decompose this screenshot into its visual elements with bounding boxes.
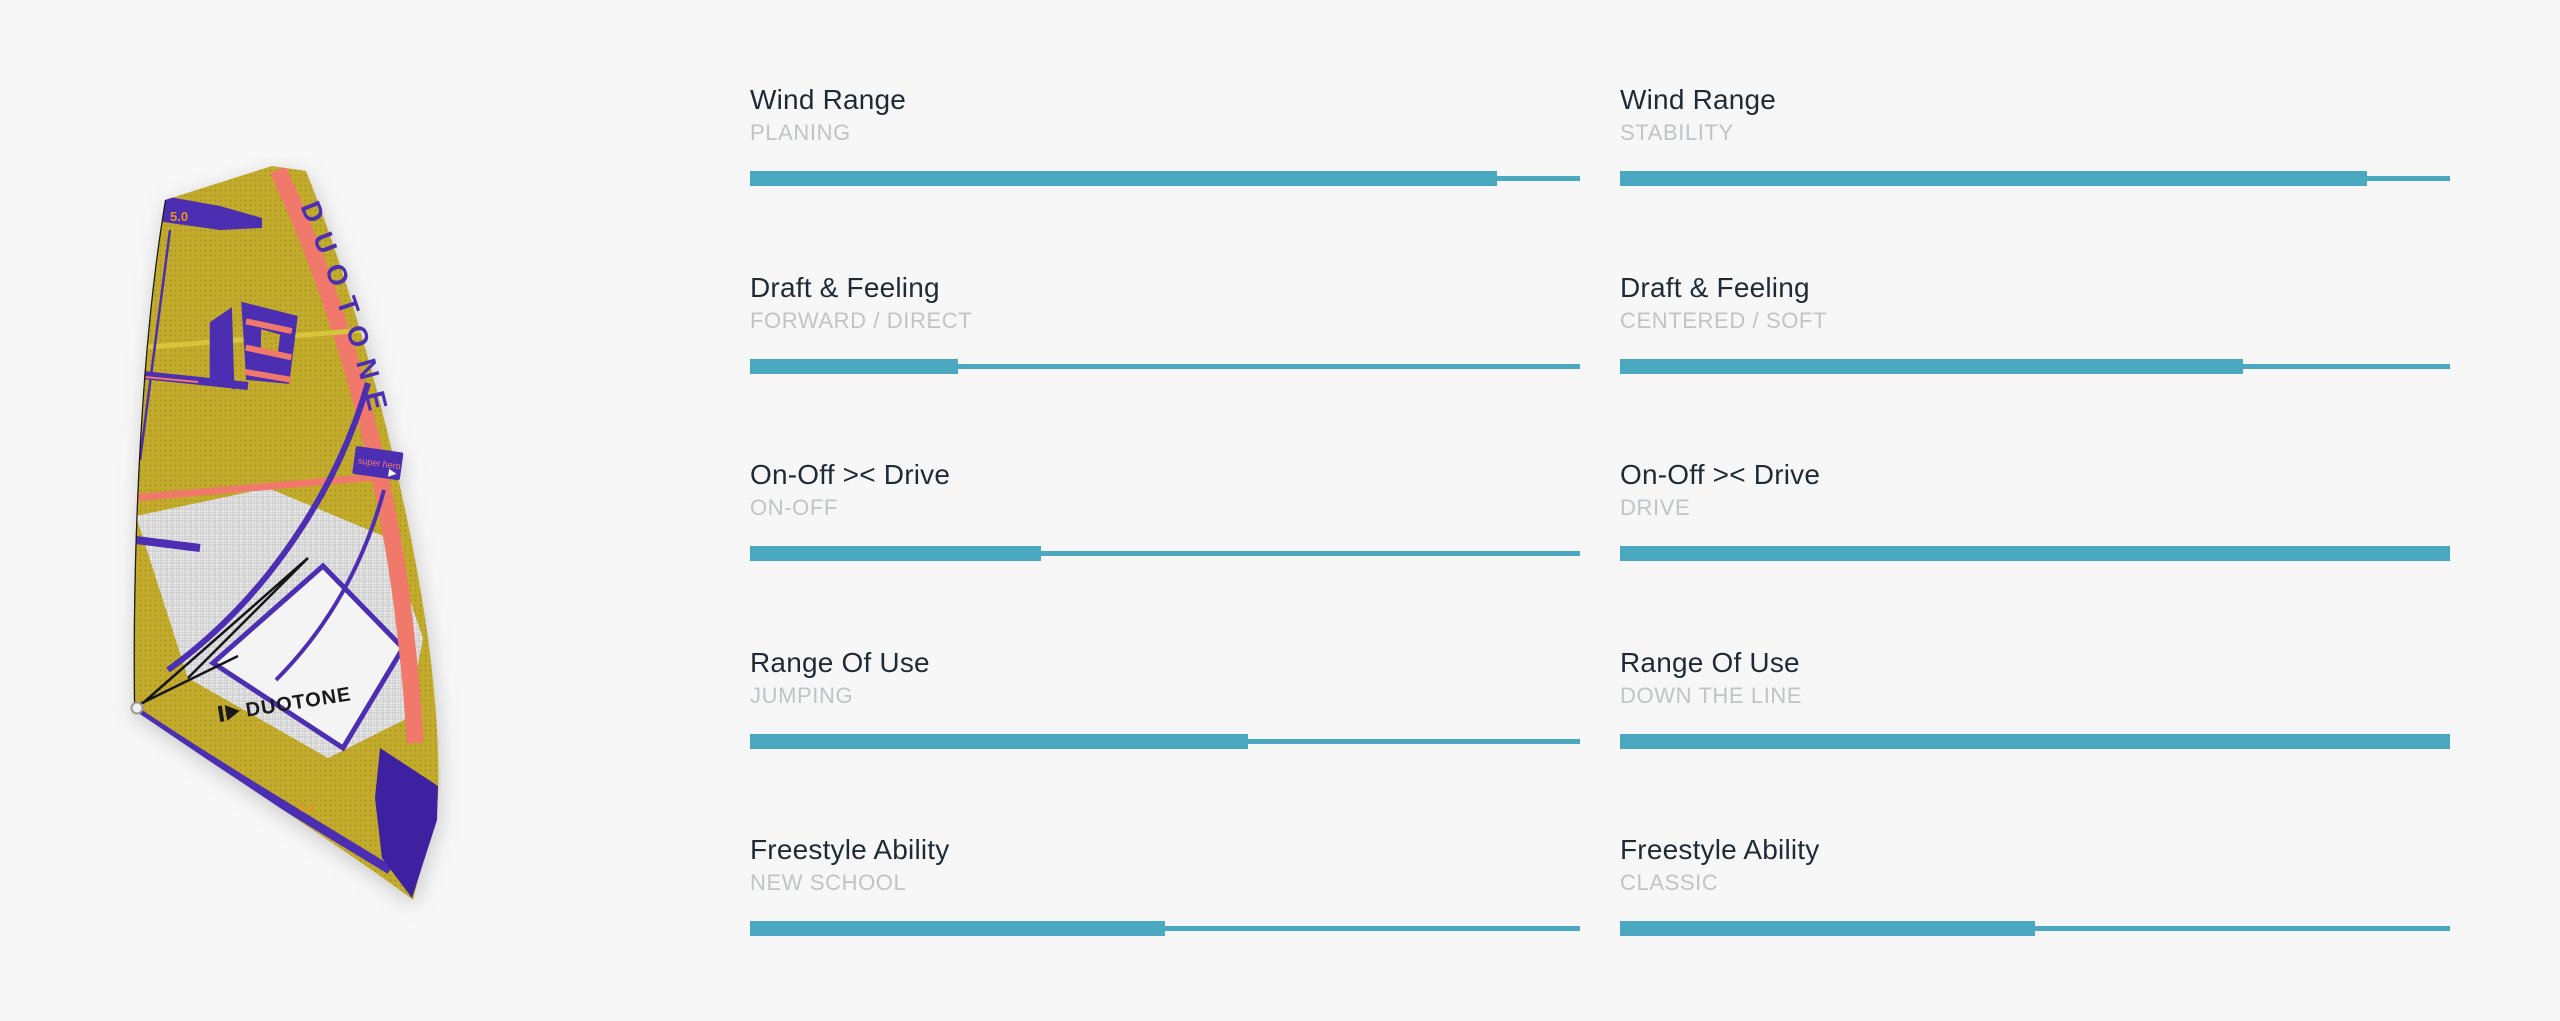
stat-bar <box>750 358 1580 374</box>
sail-foot-trim <box>133 706 393 874</box>
stat-bar <box>1620 171 2450 186</box>
duotone-logo-mark <box>209 301 298 390</box>
stat-subtitle: DOWN THE LINE <box>1620 682 1803 708</box>
stat-title: Draft & Feeling <box>750 271 940 303</box>
stat-row: On-Off >< Drive ON-OFF <box>750 458 1580 646</box>
stat-bar <box>750 171 1580 186</box>
sail-illustration: 5.0 DUOTONE super hero DUOTONE <box>130 166 439 900</box>
stat-bar-fill <box>1620 733 2450 749</box>
ratings-column-left: Wind Range PLANING Draft & Feeling FORWA… <box>750 83 1580 1021</box>
foot-size-label: 5.0 <box>297 801 314 815</box>
stat-bar <box>750 546 1580 561</box>
sail-seam <box>166 382 371 673</box>
stat-bar-track <box>750 363 1580 369</box>
stat-subtitle: ON-OFF <box>750 495 838 520</box>
stat-bar-track <box>750 926 1580 931</box>
stat-subtitle: FORWARD / DIRECT <box>750 307 973 333</box>
stat-row: Range Of Use DOWN THE LINE <box>1620 646 2450 834</box>
sail-mast-boot <box>375 748 438 898</box>
stat-title: Wind Range <box>750 84 907 115</box>
stat-row: Range Of Use JUMPING <box>750 646 1580 834</box>
stat-bar-fill <box>750 921 1165 936</box>
stat-title: Range Of Use <box>750 646 930 678</box>
ratings-column-right: Wind Range STABILITY Draft & Feeling CEN… <box>1620 83 2450 1021</box>
stat-bar <box>1620 921 2450 936</box>
stat-subtitle: CLASSIC <box>1620 870 1719 895</box>
product-image[interactable]: 5.0 DUOTONE super hero DUOTONE <box>128 158 445 900</box>
stat-row: Draft & Feeling CENTERED / SOFT <box>1620 271 2450 459</box>
sail-seam <box>274 489 386 682</box>
stat-row: On-Off >< Drive DRIVE <box>1620 458 2450 646</box>
stat-title: Draft & Feeling <box>1620 271 1810 303</box>
stat-title: Wind Range <box>1620 84 1777 115</box>
stat-title: Freestyle Ability <box>750 834 950 865</box>
stat-bar <box>1620 358 2450 374</box>
stat-row: Freestyle Ability NEW SCHOOL <box>750 833 1580 1021</box>
stat-title: On-Off >< Drive <box>1620 459 1821 490</box>
stat-bar <box>1620 546 2450 561</box>
stat-subtitle: NEW SCHOOL <box>750 870 907 895</box>
clew-grommet <box>130 701 144 715</box>
sail-head-patch <box>163 196 262 230</box>
stat-bar-track <box>1620 926 2450 931</box>
stat-row: Wind Range STABILITY <box>1620 83 2450 271</box>
stat-row: Freestyle Ability CLASSIC <box>1620 833 2450 1021</box>
stat-bar <box>1620 733 2450 749</box>
model-badge: super hero <box>352 446 404 481</box>
stat-title: Range Of Use <box>1620 646 1800 678</box>
sail-rigging-lines <box>135 557 309 708</box>
stat-bar-fill <box>1620 358 2243 374</box>
stat-bar-fill <box>1620 921 2035 936</box>
stat-row: Draft & Feeling FORWARD / DIRECT <box>750 271 1580 459</box>
stat-bar-fill <box>1620 546 2450 561</box>
stat-bar-fill <box>750 358 958 374</box>
stat-bar-fill <box>750 546 1041 561</box>
stat-bar-track <box>750 551 1580 556</box>
stat-bar <box>750 921 1580 936</box>
stat-subtitle: CENTERED / SOFT <box>1620 307 1828 333</box>
stat-subtitle: PLANING <box>750 120 851 145</box>
sail-sleeve-band <box>270 166 424 744</box>
stat-subtitle: JUMPING <box>750 682 854 708</box>
stat-bar <box>750 733 1580 749</box>
stat-bar-fill <box>750 733 1248 749</box>
stat-title: Freestyle Ability <box>1620 834 1820 865</box>
stat-bar-fill <box>750 171 1497 186</box>
stat-title: On-Off >< Drive <box>750 459 951 490</box>
sail-seam <box>138 229 172 461</box>
stat-subtitle: STABILITY <box>1620 120 1734 145</box>
sail-luff-edge <box>133 199 167 711</box>
sail-mini-batten <box>135 536 201 552</box>
stat-subtitle: DRIVE <box>1620 495 1691 520</box>
stat-row: Wind Range PLANING <box>750 83 1580 271</box>
spec-ratings: Wind Range PLANING Draft & Feeling FORWA… <box>750 83 2450 1021</box>
sail-size-label: 5.0 <box>170 209 188 224</box>
stat-bar-fill <box>1620 171 2367 186</box>
